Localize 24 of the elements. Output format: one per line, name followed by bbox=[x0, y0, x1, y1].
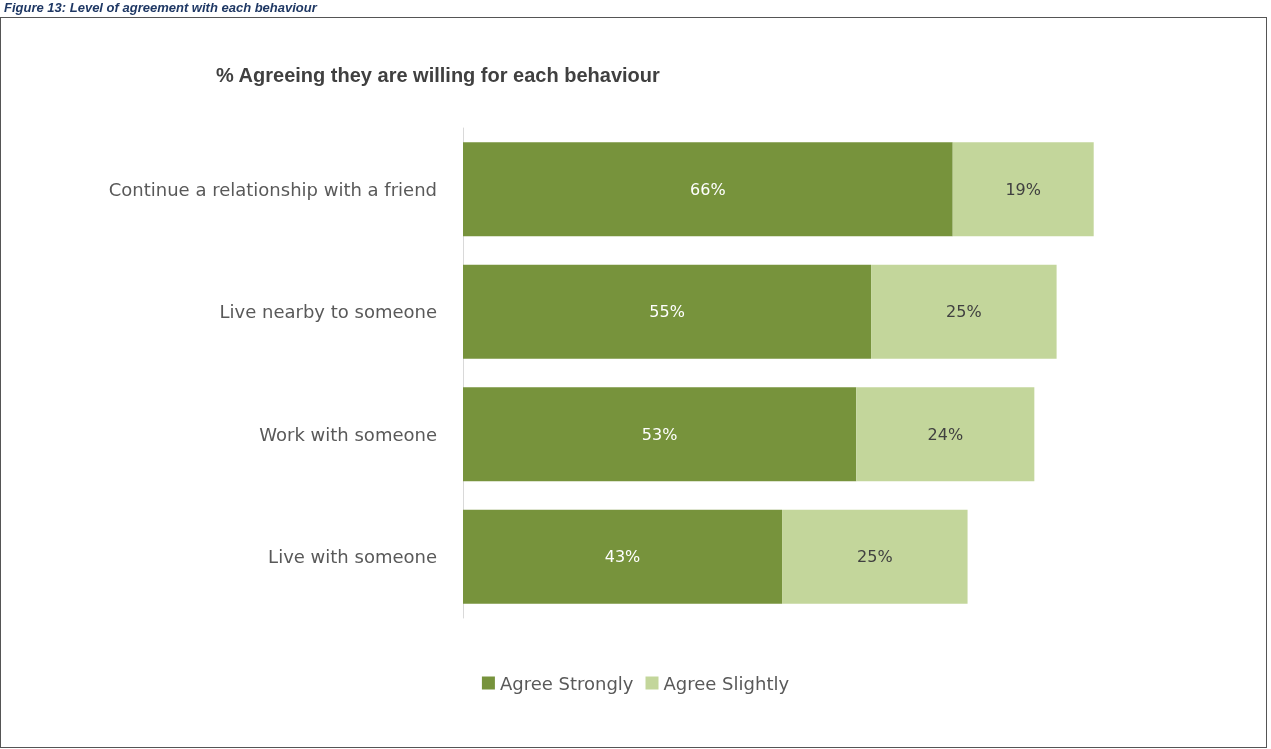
data-label: 19% bbox=[1005, 179, 1041, 199]
data-label: 24% bbox=[927, 424, 964, 444]
data-label: 53% bbox=[641, 424, 678, 444]
caption: Figure 13: Level of agreement with each behaviour bbox=[4, 0, 317, 15]
legend-label: Agree Strongly bbox=[499, 672, 634, 694]
legend-label: Agree Slightly bbox=[663, 672, 790, 694]
data-label: 25% bbox=[946, 302, 982, 322]
y-tick-label: Continue a relationship with a friend bbox=[108, 178, 437, 200]
bar bbox=[782, 509, 968, 604]
bar bbox=[856, 387, 1035, 482]
data-label: 25% bbox=[857, 547, 893, 567]
bar bbox=[871, 264, 1057, 359]
chart-title: % Agreeing they are willing for each behaviour bbox=[216, 64, 661, 86]
bar bbox=[463, 142, 953, 237]
y-tick-label: Live with someone bbox=[268, 546, 437, 568]
bar bbox=[463, 264, 872, 359]
data-label: 66% bbox=[690, 179, 726, 199]
y-tick-label: Live nearby to someone bbox=[219, 301, 437, 323]
bar bbox=[952, 142, 1094, 237]
y-tick-label: Work with someone bbox=[259, 423, 437, 445]
bar bbox=[463, 387, 857, 482]
bar bbox=[463, 509, 783, 604]
data-label: 55% bbox=[649, 302, 685, 322]
data-label: 43% bbox=[604, 547, 641, 567]
